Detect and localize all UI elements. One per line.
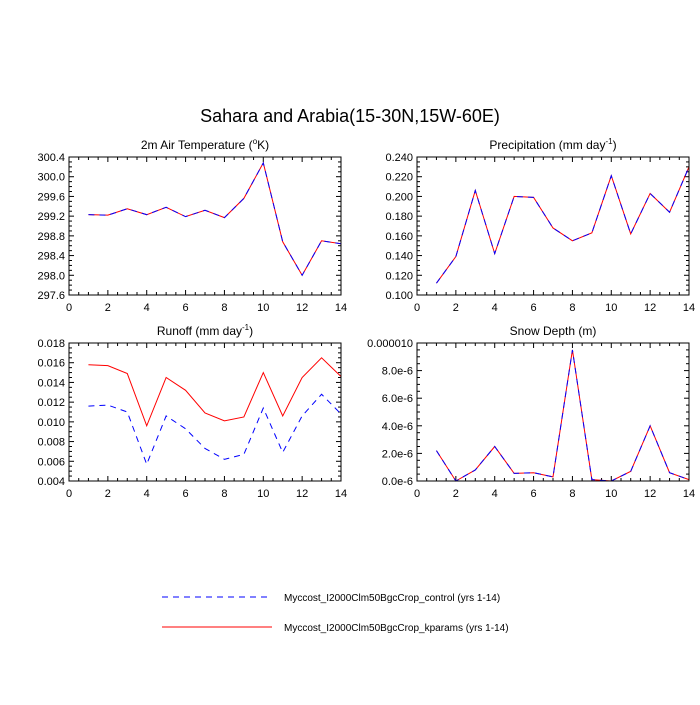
y-tick-label: 298.4 [37,251,65,263]
x-tick-label: 4 [144,488,150,500]
y-tick-label: 0.016 [37,358,65,370]
panel-title-superscript: -1 [605,137,613,146]
x-tick-label: 12 [644,488,656,500]
x-tick-label: 14 [683,488,695,500]
y-tick-label: 0.006 [37,456,65,468]
x-tick-label: 12 [644,302,656,314]
y-tick-label: 0.100 [385,290,413,302]
chart-panel-3: Runoff (mm day-1) 0 2 4 6 8 10 12 14 0.004 0.006 0.… [37,323,347,500]
series-line-control [88,393,342,466]
x-tick-label: 8 [569,488,575,500]
series-line-control [436,349,690,482]
x-tick-label: 12 [296,488,308,500]
plot-frame [416,342,690,482]
x-tick-label: 10 [605,302,617,314]
x-tick-label: 6 [531,488,537,500]
y-tick-label: 0.240 [385,152,413,164]
x-tick-label: 8 [569,302,575,314]
panel-title-tail: K) [257,138,269,152]
y-tick-label: 0.180 [385,211,413,223]
x-tick-label: 0 [66,488,72,500]
x-tick-label: 8 [221,302,227,314]
series-line-kparams [436,166,690,284]
panels: 2m Air Temperature (oK) 0 2 4 6 8 10 12 14 297.6 2… [37,137,695,500]
panel-title-superscript: o [253,137,258,146]
x-tick-label: 0 [414,488,420,500]
x-tick-label: 4 [144,302,150,314]
y-tick-label: 0.0e-6 [382,476,413,488]
series-line-control [436,166,690,284]
y-tick-label: 4.0e-6 [382,421,413,433]
chart-panel-4: Snow Depth (m) 0 2 4 6 8 10 12 14 0.0e-6 2.0e-6 4.0… [367,324,695,500]
x-tick-label: 2 [105,488,111,500]
y-tick-label: 0.140 [385,251,413,263]
y-tick-label: 299.2 [37,211,65,223]
y-tick-label: 0.200 [385,191,413,203]
plot-frame [416,156,690,296]
panel-title: Runoff (mm day-1) [157,323,253,338]
x-tick-label: 6 [183,488,189,500]
y-tick-label: 6.0e-6 [382,393,413,405]
y-tick-label: 0.220 [385,172,413,184]
y-tick-label: 297.6 [37,290,65,302]
series-line-control [88,161,342,277]
y-tick-label: 0.004 [37,476,65,488]
x-tick-label: 12 [296,302,308,314]
x-tick-label: 0 [66,302,72,314]
x-tick-label: 6 [531,302,537,314]
x-tick-label: 4 [492,302,498,314]
y-tick-label: 0.008 [37,437,65,449]
panel-title-tail: ) [249,324,253,338]
y-tick-label: 299.6 [37,191,65,203]
x-tick-label: 14 [335,302,347,314]
chart-panel-2: Precipitation (mm day-1) 0 2 4 6 8 10 12 14 0.100… [385,137,695,314]
x-tick-label: 4 [492,488,498,500]
panel-title-main: Precipitation (mm day [489,138,605,152]
y-tick-label: 0.018 [37,338,65,350]
y-tick-label: 298.0 [37,270,65,282]
y-tick-label: 0.000010 [367,338,413,350]
panel-title-main: Snow Depth (m) [510,324,597,338]
chart-panel-1: 2m Air Temperature (oK) 0 2 4 6 8 10 12 14 297.6 2… [37,137,347,314]
y-tick-label: 298.8 [37,231,65,243]
panel-title-main: Runoff (mm day [157,324,242,338]
legend-label-kparams: Myccost_I2000Clm50BgcCrop_kparams (yrs 1… [284,623,509,634]
x-tick-label: 10 [605,488,617,500]
x-tick-label: 2 [453,488,459,500]
series-line-kparams [88,161,342,277]
y-tick-label: 300.0 [37,172,65,184]
x-tick-label: 14 [683,302,695,314]
series-line-kparams [88,357,342,428]
y-tick-label: 0.014 [37,377,65,389]
panel-title: Snow Depth (m) [510,324,597,338]
y-tick-label: 300.4 [37,152,65,164]
x-tick-label: 0 [414,302,420,314]
panel-title-tail: ) [613,138,617,152]
x-tick-label: 14 [335,488,347,500]
panel-title: Precipitation (mm day-1) [489,137,616,152]
figure-title: Sahara and Arabia(15-30N,15W-60E) [200,106,500,126]
x-tick-label: 10 [257,302,269,314]
x-tick-label: 8 [221,488,227,500]
y-tick-label: 2.0e-6 [382,448,413,460]
legend: Myccost_I2000Clm50BgcCrop_control (yrs 1… [162,593,509,634]
y-tick-label: 0.012 [37,397,65,409]
y-tick-label: 8.0e-6 [382,366,413,378]
legend-label-control: Myccost_I2000Clm50BgcCrop_control (yrs 1… [284,593,500,604]
x-tick-label: 10 [257,488,269,500]
y-tick-label: 0.010 [37,417,65,429]
y-tick-label: 0.160 [385,231,413,243]
panel-title-main: 2m Air Temperature ( [141,138,253,152]
x-tick-label: 6 [183,302,189,314]
plot-frame [68,342,342,482]
y-tick-label: 0.120 [385,270,413,282]
x-tick-label: 2 [453,302,459,314]
panel-title-superscript: -1 [242,323,250,332]
plot-frame [68,156,342,296]
x-tick-label: 2 [105,302,111,314]
panel-title: 2m Air Temperature (oK) [141,137,269,152]
